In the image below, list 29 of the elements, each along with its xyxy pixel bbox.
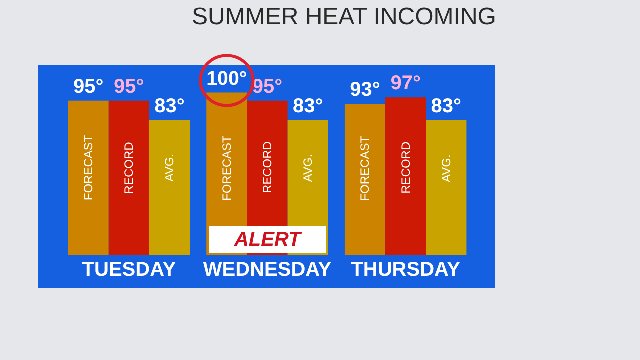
x-tick-label: WEDNESDAY [203,259,332,281]
text: AVG. [439,154,454,182]
series-label: FORECAST [358,135,372,202]
data-label: 83° [292,95,324,118]
text: RECORD [260,142,274,194]
series-label: RECORD [398,142,413,194]
series-label: AVG. [162,154,177,182]
bar [426,120,467,255]
annotation: ALERT [233,229,303,251]
bar [68,100,109,255]
data-label: 83° [431,95,462,118]
data-label: 93° [350,79,380,102]
data-label: 83° [154,95,185,118]
text: AVG. [301,154,316,182]
bar [386,98,426,255]
chart-title: SUMMER HEAT INCOMING [192,4,496,31]
bar [108,100,150,255]
data-label: 95° [73,76,104,98]
data-label: 97° [390,72,421,95]
data-label: 95° [252,76,283,98]
bar [149,120,190,255]
text: FORECAST [82,135,96,201]
text: RECORD [122,142,136,194]
text: FORECAST [220,136,234,201]
data-label: 95° [114,76,144,98]
bar [344,104,386,255]
x-tick-label: TUESDAY [82,259,177,281]
x-tick-label: THURSDAY [351,259,462,281]
data-label: 100° [206,68,248,90]
